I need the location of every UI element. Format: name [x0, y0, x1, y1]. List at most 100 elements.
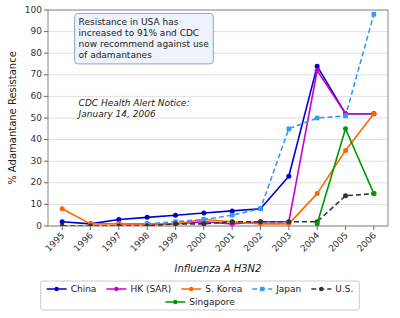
- y-tick-label: 20: [31, 177, 43, 187]
- y-tick: [44, 182, 48, 183]
- y-tick-label: 90: [31, 26, 43, 36]
- y-tick-label: 40: [31, 134, 43, 144]
- marker: [315, 116, 320, 121]
- x-axis-label: Influenza A H3N2: [175, 263, 262, 274]
- marker: [88, 224, 93, 227]
- marker: [201, 217, 206, 222]
- plot-frame: [48, 10, 388, 226]
- legend-label: China: [71, 284, 97, 294]
- marker: [343, 126, 348, 131]
- annotation-box: [75, 13, 214, 63]
- marker: [286, 174, 291, 179]
- x-tick-label: 2001: [213, 230, 236, 253]
- y-axis-label: % Adamantane Resistance: [7, 51, 18, 185]
- legend-label: U.S.: [335, 284, 353, 294]
- y-axis: 0102030405060708090100: [25, 5, 48, 231]
- marker: [260, 287, 264, 291]
- marker: [173, 300, 177, 304]
- x-tick-label: 2002: [242, 230, 265, 253]
- x-tick-label: 1996: [72, 230, 95, 253]
- marker: [230, 219, 235, 224]
- marker: [343, 148, 348, 153]
- y-tick: [44, 74, 48, 75]
- x-tick-label: 1995: [43, 230, 66, 253]
- grid-line: [48, 139, 388, 140]
- legend-label: S. Korea: [205, 284, 242, 294]
- x-tick: [62, 226, 63, 230]
- marker: [60, 224, 65, 227]
- legend-item: Japan: [252, 284, 301, 294]
- marker: [258, 206, 263, 211]
- series-line: [62, 66, 374, 224]
- marker: [230, 219, 235, 224]
- x-tick: [90, 226, 91, 230]
- marker: [54, 287, 58, 291]
- annotation-line: of adamantanes: [79, 50, 153, 60]
- legend-item: HK (SAR): [106, 284, 171, 294]
- series-line: [62, 114, 374, 224]
- marker: [343, 114, 348, 119]
- marker: [189, 287, 193, 291]
- marker: [230, 213, 235, 218]
- marker: [286, 219, 291, 224]
- series: [60, 191, 377, 226]
- legend-item: China: [47, 284, 97, 294]
- marker: [315, 191, 320, 196]
- series: [60, 111, 377, 226]
- x-tick-label: 2004: [298, 230, 321, 253]
- legend-label: Japan: [275, 284, 301, 294]
- annotation-line: Resistance in USA has: [79, 17, 179, 27]
- marker: [145, 224, 150, 227]
- marker: [114, 287, 118, 291]
- y-tick-label: 30: [31, 156, 43, 166]
- series: [60, 64, 377, 226]
- x-tick-label: 1997: [100, 230, 123, 253]
- x-tick: [373, 226, 374, 230]
- legend-item: S. Korea: [181, 284, 242, 294]
- marker: [315, 64, 320, 69]
- marker: [145, 215, 150, 220]
- series-line: [317, 129, 374, 224]
- x-tick: [175, 226, 176, 230]
- y-tick-label: 100: [25, 5, 42, 15]
- y-tick: [44, 226, 48, 227]
- marker: [319, 287, 323, 291]
- y-tick-label: 80: [31, 48, 43, 58]
- grid-line: [48, 96, 388, 97]
- x-tick: [317, 226, 318, 230]
- x-tick: [288, 226, 289, 230]
- x-axis: 1995199619971998199920002001200220032004…: [43, 226, 378, 254]
- marker: [258, 206, 263, 211]
- x-tick-label: 2006: [355, 230, 378, 253]
- series-line: [147, 14, 374, 224]
- marker: [258, 219, 263, 224]
- series-line: [119, 70, 374, 223]
- x-tick: [260, 226, 261, 230]
- x-tick-label: 1999: [157, 230, 180, 253]
- plot-area: [48, 10, 388, 226]
- marker: [315, 221, 320, 226]
- marker: [201, 211, 206, 216]
- grid-line: [48, 161, 388, 162]
- y-tick-label: 0: [36, 221, 42, 231]
- marker: [60, 206, 65, 211]
- marker: [258, 219, 263, 224]
- grid: [48, 10, 388, 226]
- series: [145, 12, 376, 226]
- y-tick: [44, 53, 48, 54]
- marker: [287, 127, 292, 132]
- series-group: [60, 12, 377, 226]
- marker: [230, 208, 235, 213]
- marker: [371, 111, 376, 116]
- legend: ChinaHK (SAR)S. KoreaJapanU.S.Singapore: [41, 281, 360, 310]
- marker: [343, 193, 348, 198]
- x-tick: [345, 226, 346, 230]
- y-tick: [44, 10, 48, 11]
- marker: [371, 191, 376, 196]
- x-tick-label: 1998: [128, 230, 151, 253]
- y-tick-label: 60: [31, 91, 43, 101]
- y-tick: [44, 139, 48, 140]
- series: [315, 126, 377, 226]
- annotation-line: now recommend against use: [79, 39, 210, 49]
- marker: [173, 213, 178, 218]
